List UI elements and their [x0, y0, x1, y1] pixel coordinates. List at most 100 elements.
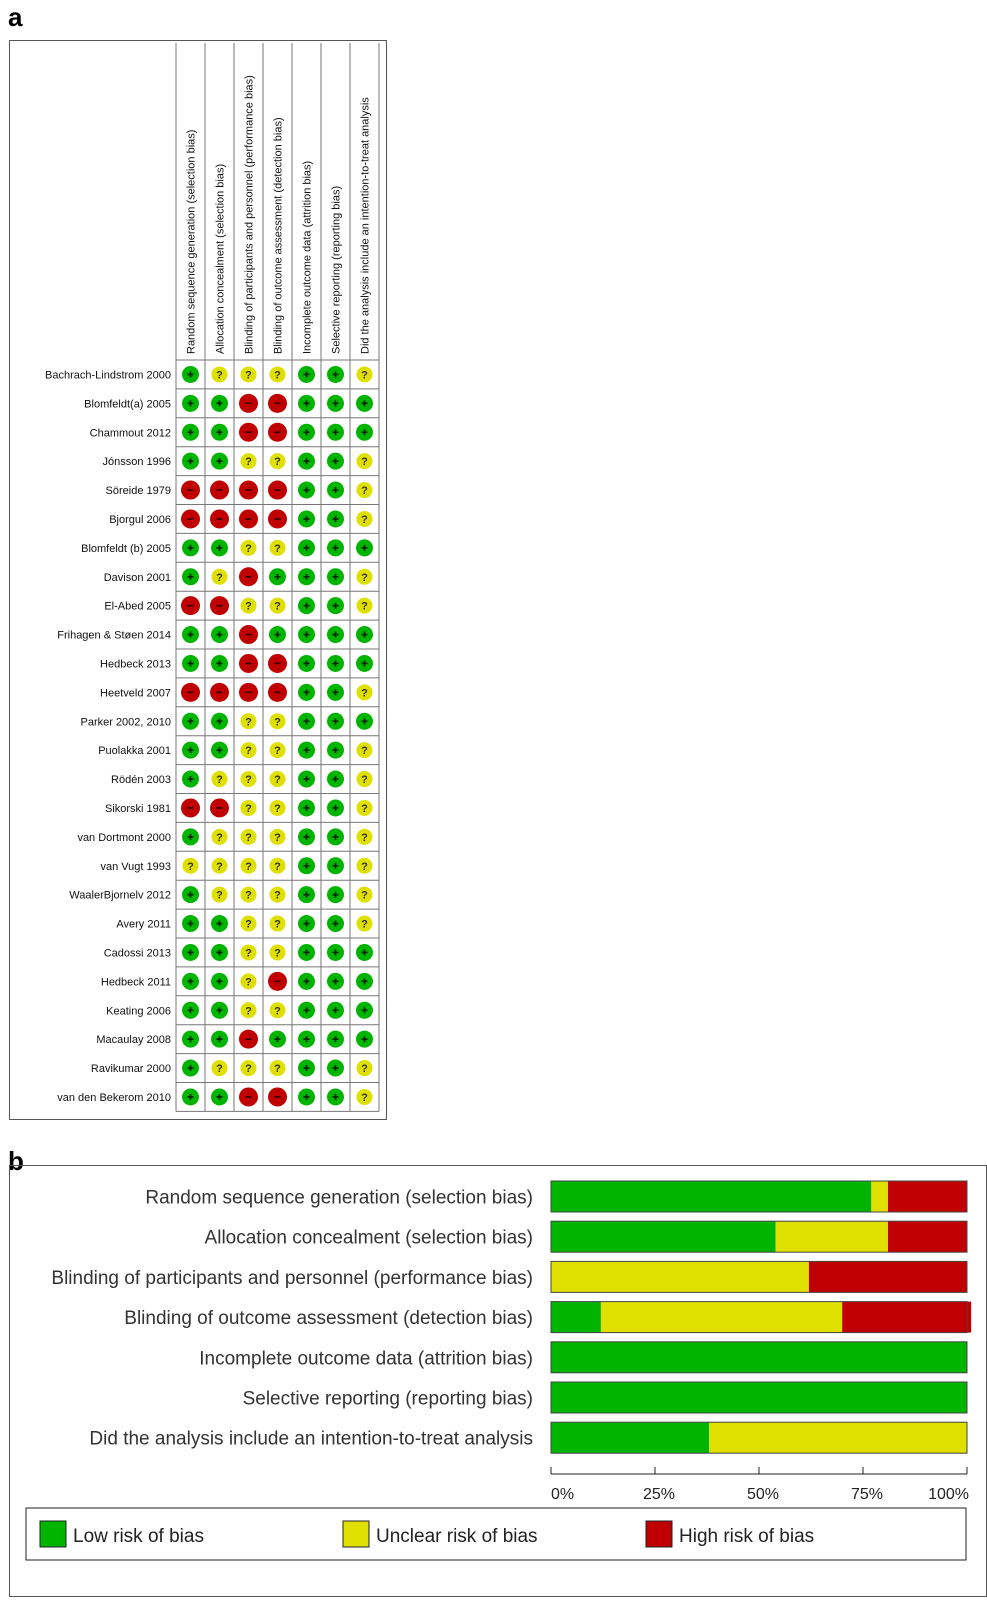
- rating-unclear-icon: ?: [240, 886, 257, 903]
- svg-text:?: ?: [274, 369, 281, 381]
- bar-outline: [550, 1341, 968, 1374]
- rating-unclear-icon: ?: [356, 482, 373, 499]
- rating-unclear-icon: ?: [269, 1060, 286, 1077]
- rating-low-icon: [211, 972, 228, 990]
- rating-low-icon: [327, 452, 344, 470]
- rating-low-icon: [182, 1001, 199, 1019]
- svg-text:?: ?: [361, 1092, 368, 1104]
- bar-segment: [551, 1221, 776, 1253]
- rating-low-icon: [298, 539, 315, 557]
- rating-low-icon: [356, 394, 373, 412]
- bar-outline: [550, 1421, 968, 1454]
- rating-unclear-icon: ?: [356, 857, 373, 874]
- bar-outline: [550, 1260, 968, 1293]
- svg-text:?: ?: [274, 861, 281, 873]
- svg-text:?: ?: [361, 687, 368, 699]
- rating-unclear-icon: ?: [269, 1002, 286, 1019]
- svg-text:?: ?: [216, 774, 223, 786]
- svg-text:?: ?: [187, 861, 194, 873]
- svg-text:?: ?: [361, 1063, 368, 1075]
- rating-low-icon: [327, 1001, 344, 1019]
- rating-unclear-icon: ?: [240, 973, 257, 990]
- legend-box: [25, 1507, 967, 1561]
- rating-low-icon: [211, 539, 228, 557]
- rating-high-icon: [181, 509, 200, 529]
- risk-of-bias-summary-grid: Random sequence generation (selection bi…: [45, 43, 380, 1112]
- rating-low-icon: [327, 943, 344, 961]
- svg-text:?: ?: [274, 890, 281, 902]
- rating-unclear-icon: ?: [356, 510, 373, 527]
- rating-unclear-icon: ?: [269, 915, 286, 932]
- svg-text:?: ?: [361, 456, 368, 468]
- domain-column-header: Blinding of outcome assessment (detectio…: [273, 117, 285, 354]
- x-tick-label: 0%: [551, 1486, 574, 1503]
- bar-outline: [550, 1220, 968, 1253]
- rating-low-icon: [298, 741, 315, 759]
- rating-low-icon: [327, 394, 344, 412]
- rating-low-icon: [211, 1001, 228, 1019]
- study-label: Söreide 1979: [106, 485, 171, 497]
- rating-high-icon: [239, 1029, 258, 1049]
- svg-text:?: ?: [245, 861, 252, 873]
- rating-low-icon: [182, 452, 199, 470]
- rating-low-icon: [182, 1059, 199, 1077]
- rating-unclear-icon: ?: [240, 944, 257, 961]
- rating-low-icon: [211, 423, 228, 441]
- rating-unclear-icon: ?: [240, 713, 257, 730]
- bar-segment: [808, 1261, 967, 1293]
- rating-low-icon: [211, 741, 228, 759]
- rating-high-icon: [239, 625, 258, 645]
- rating-low-icon: [182, 626, 199, 644]
- bar-segment: [551, 1422, 710, 1454]
- rating-unclear-icon: ?: [356, 1060, 373, 1077]
- rating-low-icon: [298, 770, 315, 788]
- study-label: Blomfeldt (b) 2005: [81, 543, 171, 555]
- rating-low-icon: [298, 683, 315, 701]
- study-label: El-Abed 2005: [104, 601, 171, 613]
- study-label: Avery 2011: [116, 919, 171, 931]
- rating-low-icon: [298, 1088, 315, 1106]
- svg-text:?: ?: [361, 369, 368, 381]
- domain-label: Random sequence generation (selection bi…: [145, 1188, 533, 1209]
- bar-segment: [551, 1261, 809, 1293]
- svg-text:?: ?: [245, 1063, 252, 1075]
- rating-low-icon: [211, 943, 228, 961]
- rating-high-icon: [181, 480, 200, 500]
- rating-low-icon: [298, 626, 315, 644]
- rating-unclear-icon: ?: [269, 597, 286, 614]
- rating-unclear-icon: ?: [240, 597, 257, 614]
- rating-low-icon: [356, 626, 373, 644]
- study-label: Ravikumar 2000: [91, 1063, 171, 1075]
- rating-low-icon: [327, 886, 344, 904]
- rating-low-icon: [182, 915, 199, 933]
- study-label: Davison 2001: [104, 572, 171, 584]
- legend-entry: Low risk of bias: [73, 1526, 204, 1547]
- legend-entry: High risk of bias: [679, 1526, 814, 1547]
- rating-low-icon: [327, 626, 344, 644]
- rating-low-icon: [182, 1088, 199, 1106]
- rating-unclear-icon: ?: [240, 1002, 257, 1019]
- rating-low-icon: [298, 1030, 315, 1048]
- legend-swatch: [342, 1520, 370, 1548]
- bar-segment: [887, 1181, 967, 1212]
- rating-low-icon: [298, 1001, 315, 1019]
- rating-unclear-icon: ?: [356, 915, 373, 932]
- domain-label: Blinding of outcome assessment (detectio…: [124, 1308, 533, 1329]
- rating-low-icon: [356, 1030, 373, 1048]
- svg-text:?: ?: [274, 803, 281, 815]
- svg-text:?: ?: [216, 861, 223, 873]
- rating-low-icon: [182, 654, 199, 672]
- svg-text:?: ?: [245, 456, 252, 468]
- rating-low-icon: [182, 972, 199, 990]
- x-tick-label: 50%: [747, 1486, 779, 1503]
- study-label: Rödén 2003: [111, 774, 171, 786]
- study-label: Frihagen & Støen 2014: [57, 630, 171, 642]
- domain-column-header: Incomplete outcome data (attrition bias): [302, 161, 314, 354]
- bar-outline: [550, 1180, 968, 1213]
- rating-unclear-icon: ?: [356, 597, 373, 614]
- study-label: van den Bekerom 2010: [57, 1092, 171, 1104]
- svg-text:?: ?: [361, 774, 368, 786]
- rating-low-icon: [211, 1088, 228, 1106]
- study-label: van Dortmont 2000: [77, 832, 171, 844]
- rating-high-icon: [239, 422, 258, 442]
